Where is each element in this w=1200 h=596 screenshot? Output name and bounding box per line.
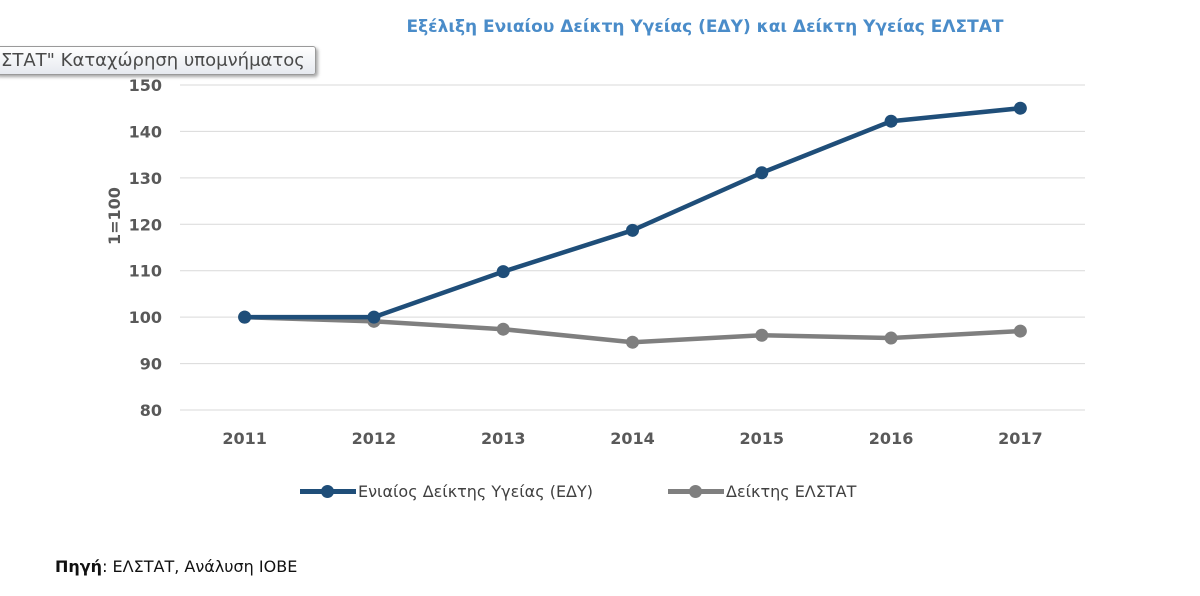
x-tick-label: 2014: [610, 429, 655, 448]
data-point[interactable]: [626, 223, 639, 237]
x-tick-label: 2013: [481, 429, 526, 448]
y-tick-label: 90: [140, 355, 162, 374]
data-point[interactable]: [755, 328, 769, 342]
x-tick-label: 2012: [352, 429, 397, 448]
y-axis-label: 1=100: [105, 187, 124, 245]
x-tick-label: 2015: [740, 429, 785, 448]
legend-item-edy[interactable]: Ενιαίος Δείκτης Υγείας (ΕΔΥ): [300, 482, 593, 501]
data-point[interactable]: [367, 310, 381, 324]
y-tick-label: 100: [129, 308, 162, 327]
data-point[interactable]: [884, 331, 898, 345]
legend-item-elstat[interactable]: Δείκτης ΕΛΣΤΑΤ: [668, 482, 856, 501]
legend-marker-icon: [668, 485, 724, 498]
chart-title: Εξέλιξη Ενιαίου Δείκτη Υγείας (ΕΔΥ) και …: [406, 17, 1004, 37]
data-point[interactable]: [1013, 324, 1027, 338]
y-tick-label: 130: [129, 169, 162, 188]
data-point[interactable]: [1013, 101, 1027, 115]
data-point[interactable]: [496, 265, 510, 279]
x-tick-label: 2011: [222, 429, 267, 448]
source-note: Πηγή: ΕΛΣΤΑΤ, Ανάλυση ΙΟΒΕ: [55, 557, 297, 576]
data-point[interactable]: [884, 114, 898, 128]
y-tick-label: 140: [129, 122, 162, 141]
legend-label: Ενιαίος Δείκτης Υγείας (ΕΔΥ): [358, 482, 594, 501]
data-point[interactable]: [755, 166, 769, 180]
legend-label: Δείκτης ΕΛΣΤΑΤ: [726, 482, 857, 501]
data-point[interactable]: [496, 322, 510, 336]
legend-entry-tooltip: ΣΤΑΤ" Καταχώρηση υπομνήματος: [0, 46, 316, 75]
data-point[interactable]: [626, 335, 639, 349]
data-point[interactable]: [238, 310, 252, 324]
y-tick-label: 110: [129, 262, 162, 281]
source-label: Πηγή: [55, 557, 103, 576]
legend-marker-icon: [300, 485, 356, 498]
y-tick-label: 150: [129, 76, 162, 95]
y-tick-label: 80: [140, 401, 162, 420]
x-tick-label: 2016: [869, 429, 914, 448]
source-text: : ΕΛΣΤΑΤ, Ανάλυση ΙΟΒΕ: [102, 557, 298, 576]
x-tick-label: 2017: [998, 429, 1043, 448]
y-tick-label: 120: [129, 215, 162, 234]
series-line: [244, 105, 1021, 320]
